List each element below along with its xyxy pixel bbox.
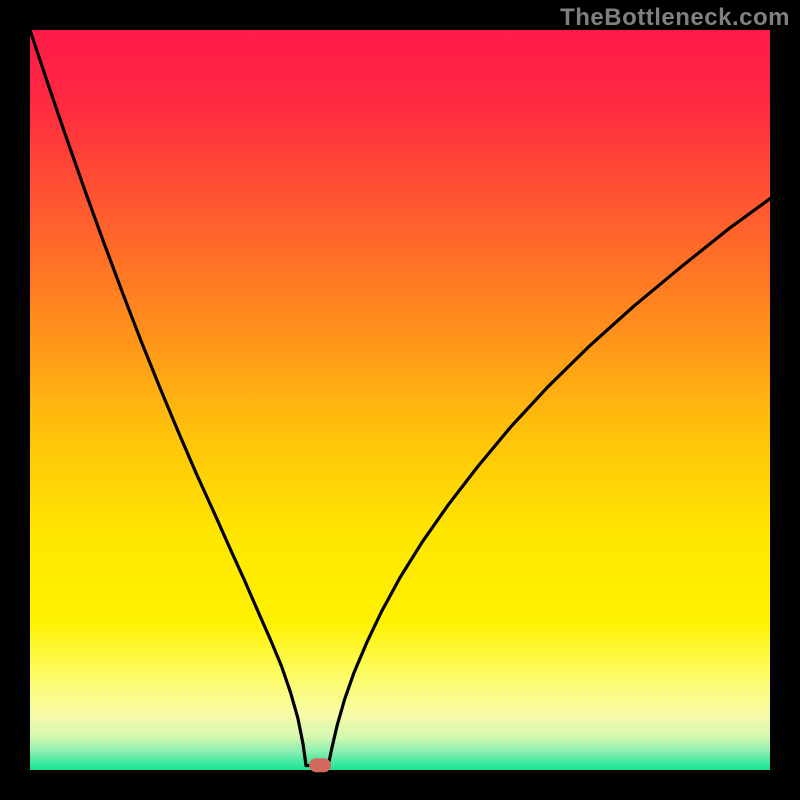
watermark-text: TheBottleneck.com: [560, 4, 790, 32]
plot-background: [30, 30, 770, 770]
bottleneck-chart: [0, 0, 800, 800]
optimal-point-marker: [309, 758, 331, 772]
chart-container: TheBottleneck.com: [0, 0, 800, 800]
